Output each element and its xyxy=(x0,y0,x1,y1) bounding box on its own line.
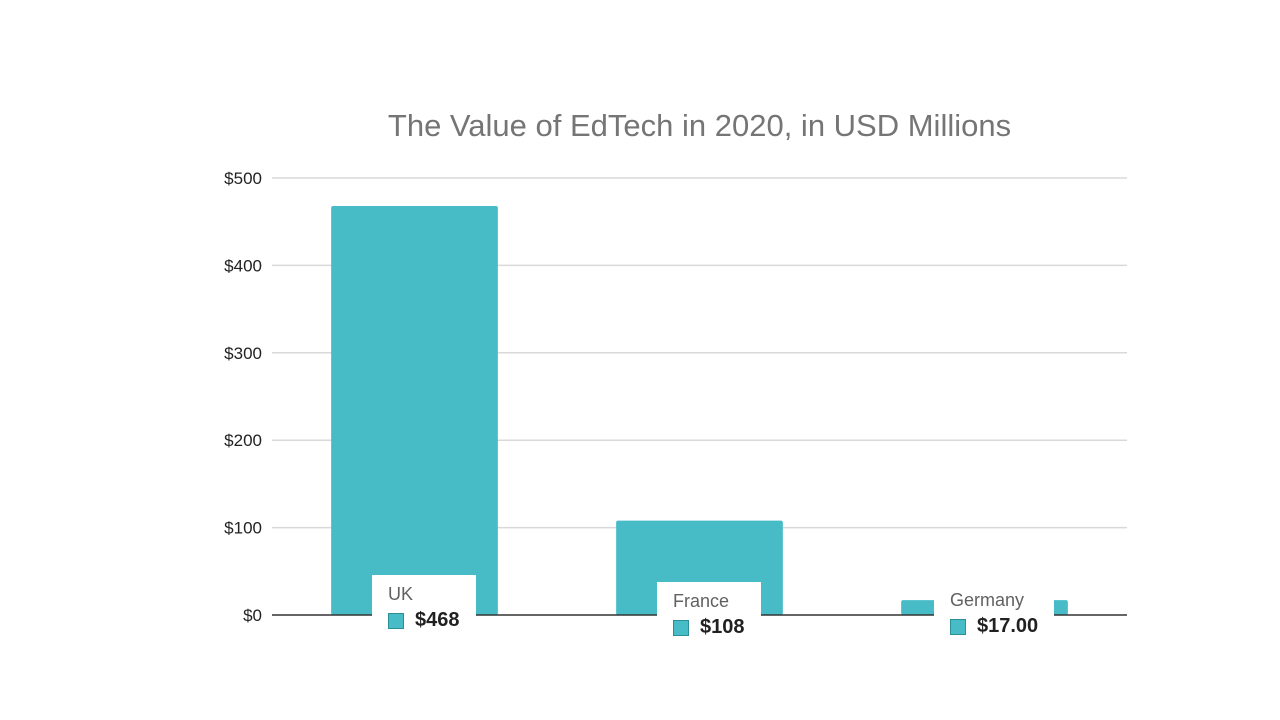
series-swatch xyxy=(673,619,689,636)
bar-uk xyxy=(331,205,498,615)
data-label-uk: UK $468 xyxy=(372,575,476,638)
series-swatch xyxy=(950,618,966,635)
series-swatch xyxy=(388,612,404,629)
y-axis-ticks: $0 $100 $200 $300 $400 $500 xyxy=(224,169,262,625)
data-label-value: $108 xyxy=(700,616,745,638)
data-label-value: $17.00 xyxy=(977,615,1039,637)
y-tick-label: $100 xyxy=(224,519,262,538)
bars xyxy=(331,205,1068,615)
chart-title: The Value of EdTech in 2020, in USD Mill… xyxy=(387,108,1012,143)
data-label-category: France xyxy=(673,591,730,611)
data-label-category: UK xyxy=(388,584,414,604)
data-label-germany: Germany $17.00 xyxy=(934,581,1055,644)
y-tick-label: $400 xyxy=(224,256,262,275)
data-label-france: France $108 xyxy=(657,582,761,645)
data-label-category: Germany xyxy=(950,590,1025,610)
data-label-value: $468 xyxy=(415,609,460,631)
y-tick-label: $500 xyxy=(224,169,262,188)
y-tick-label: $0 xyxy=(243,606,262,625)
y-tick-label: $200 xyxy=(224,431,262,450)
y-tick-label: $300 xyxy=(224,344,262,363)
